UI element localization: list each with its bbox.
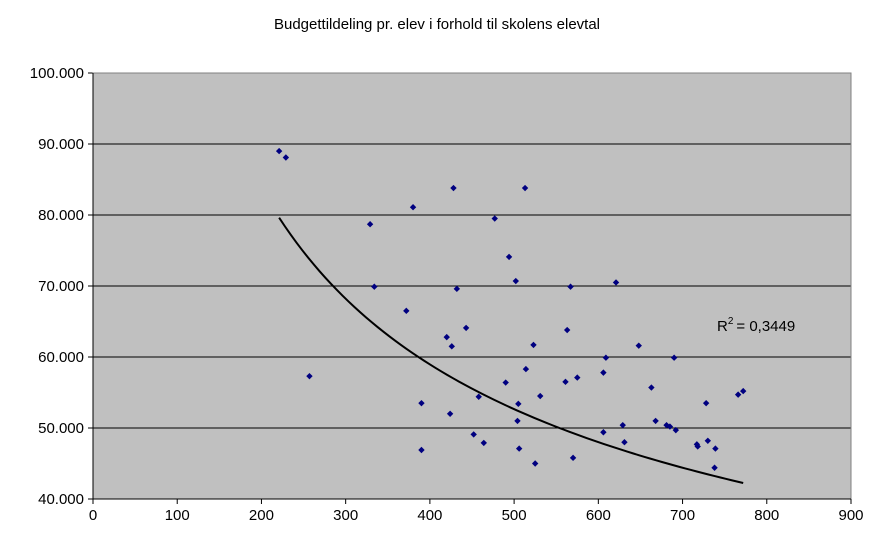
data-point [600, 369, 607, 376]
y-tick-label: 80.000 [38, 207, 84, 224]
data-point [512, 277, 519, 285]
data-point [403, 307, 410, 315]
data-point [462, 324, 470, 332]
data-point [621, 439, 628, 446]
data-point [563, 326, 571, 334]
data-point [666, 423, 674, 430]
data-point [480, 439, 487, 447]
r-squared-exponent: 2 [728, 316, 734, 327]
data-point [366, 221, 374, 228]
data-point [574, 374, 581, 381]
data-point [418, 399, 425, 407]
data-point [514, 417, 521, 425]
data-point [712, 445, 719, 452]
data-point [635, 342, 642, 349]
r-squared-value: = 0,3449 [736, 318, 795, 335]
data-point [612, 279, 620, 286]
y-tick-label: 40.000 [38, 491, 84, 508]
x-tick-label: 900 [838, 507, 863, 524]
r-squared-symbol: R [717, 318, 728, 335]
data-point [619, 421, 626, 429]
data-point [562, 378, 569, 386]
axes [88, 72, 852, 504]
y-tick-label: 70.000 [38, 278, 84, 295]
data-point [446, 410, 454, 417]
data-point [530, 341, 537, 349]
data-point [502, 379, 509, 386]
data-point [567, 283, 574, 290]
y-tick-label: 100.000 [30, 65, 84, 82]
data-point [702, 399, 710, 407]
data-point [522, 365, 530, 373]
data-point [409, 203, 417, 211]
data-point [537, 392, 544, 400]
y-tick-label: 60.000 [38, 349, 84, 366]
x-tick-label: 400 [417, 507, 442, 524]
data-point [475, 393, 482, 400]
data-point [521, 184, 529, 192]
data-point [515, 445, 523, 452]
x-tick-label: 100 [165, 507, 190, 524]
data-point [734, 391, 742, 398]
data-point [648, 384, 655, 391]
x-tick-label: 500 [502, 507, 527, 524]
chart-title: Budgettildeling pr. elev i forhold til s… [273, 16, 601, 33]
data-point [515, 400, 522, 408]
data-point [418, 446, 425, 454]
x-tick-label: 800 [754, 507, 779, 524]
data-point [711, 464, 718, 471]
data-point [600, 429, 607, 436]
data-point [652, 417, 659, 425]
x-tick-label: 200 [249, 507, 274, 524]
data-point [453, 285, 461, 293]
data-point [739, 387, 747, 395]
data-point [694, 443, 701, 450]
data-point [569, 454, 577, 462]
data-points [275, 147, 747, 471]
x-tick-label: 600 [586, 507, 611, 524]
data-point [448, 343, 455, 350]
tick-labels: 40.000 50.000 60.000 70.000 80.000 90.000 100.… [30, 65, 864, 524]
data-point [602, 354, 610, 361]
data-point [275, 147, 283, 155]
data-point [670, 354, 678, 361]
x-tick-label: 700 [670, 507, 695, 524]
y-tick-label: 90.000 [38, 136, 84, 153]
data-point [282, 154, 290, 161]
data-point [450, 184, 457, 192]
data-point [443, 333, 450, 341]
y-tick-label: 50.000 [38, 420, 84, 437]
data-point [491, 215, 498, 222]
data-point [672, 426, 680, 434]
x-tick-label: 300 [333, 507, 358, 524]
data-point [505, 253, 513, 261]
trendline [278, 217, 744, 484]
data-point [470, 431, 477, 438]
data-point [371, 283, 378, 290]
data-point [306, 372, 313, 380]
data-point [704, 437, 712, 444]
x-tick-label: 0 [89, 507, 97, 524]
data-point [531, 460, 539, 467]
r-squared-label: R2 = 0,3449 [717, 316, 795, 335]
